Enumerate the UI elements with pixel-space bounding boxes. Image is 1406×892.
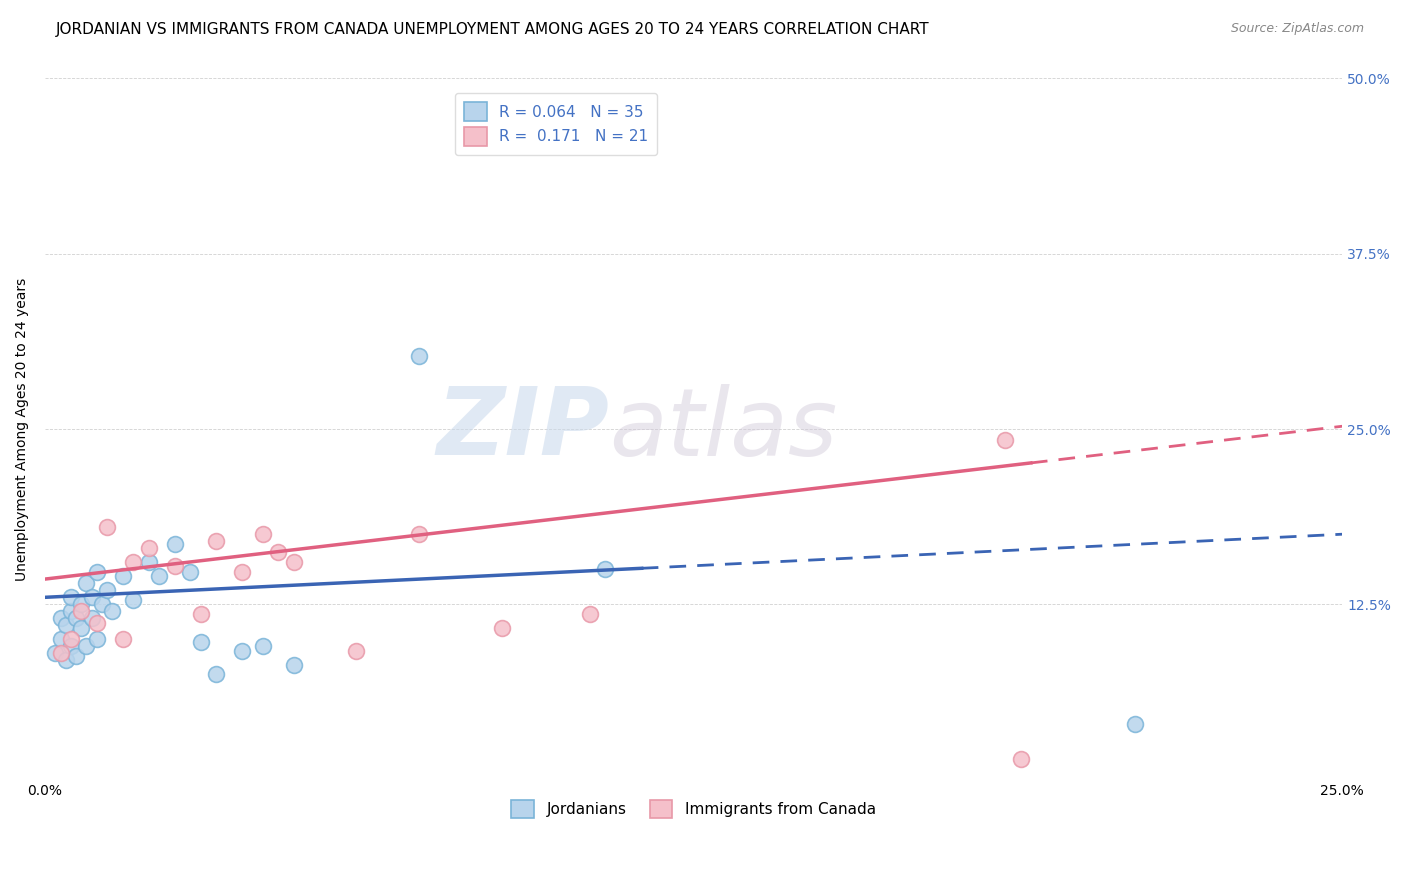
- Point: [283, 657, 305, 672]
- Point: [76, 576, 98, 591]
- Point: [283, 555, 305, 569]
- Point: [190, 607, 212, 621]
- Legend: Jordanians, Immigrants from Canada: Jordanians, Immigrants from Canada: [505, 794, 882, 824]
- Point: [70, 604, 93, 618]
- Point: [49, 632, 72, 647]
- Point: [86, 632, 108, 647]
- Text: Source: ZipAtlas.com: Source: ZipAtlas.com: [1230, 22, 1364, 36]
- Point: [55, 653, 77, 667]
- Point: [122, 555, 145, 569]
- Point: [579, 607, 602, 621]
- Point: [190, 635, 212, 649]
- Point: [59, 632, 82, 647]
- Text: ZIP: ZIP: [436, 383, 609, 475]
- Point: [344, 643, 367, 657]
- Point: [101, 604, 124, 618]
- Point: [76, 640, 98, 654]
- Point: [163, 559, 186, 574]
- Point: [148, 569, 170, 583]
- Point: [179, 565, 201, 579]
- Point: [595, 562, 617, 576]
- Point: [491, 621, 513, 635]
- Point: [49, 647, 72, 661]
- Point: [96, 583, 118, 598]
- Text: JORDANIAN VS IMMIGRANTS FROM CANADA UNEMPLOYMENT AMONG AGES 20 TO 24 YEARS CORRE: JORDANIAN VS IMMIGRANTS FROM CANADA UNEM…: [56, 22, 929, 37]
- Point: [55, 618, 77, 632]
- Point: [163, 537, 186, 551]
- Point: [111, 632, 134, 647]
- Point: [65, 649, 87, 664]
- Point: [231, 565, 253, 579]
- Point: [138, 541, 160, 556]
- Point: [231, 643, 253, 657]
- Point: [65, 611, 87, 625]
- Point: [111, 569, 134, 583]
- Point: [86, 615, 108, 630]
- Point: [252, 640, 274, 654]
- Point: [59, 604, 82, 618]
- Point: [44, 647, 66, 661]
- Point: [59, 591, 82, 605]
- Point: [408, 527, 430, 541]
- Point: [91, 597, 114, 611]
- Point: [70, 621, 93, 635]
- Point: [49, 611, 72, 625]
- Point: [122, 593, 145, 607]
- Point: [86, 565, 108, 579]
- Point: [80, 611, 103, 625]
- Point: [1123, 716, 1146, 731]
- Point: [96, 520, 118, 534]
- Point: [267, 545, 290, 559]
- Point: [994, 434, 1017, 448]
- Point: [80, 591, 103, 605]
- Point: [59, 640, 82, 654]
- Point: [408, 349, 430, 363]
- Point: [138, 555, 160, 569]
- Y-axis label: Unemployment Among Ages 20 to 24 years: Unemployment Among Ages 20 to 24 years: [15, 277, 30, 581]
- Point: [205, 534, 228, 549]
- Text: atlas: atlas: [609, 384, 838, 475]
- Point: [70, 597, 93, 611]
- Point: [1010, 751, 1032, 765]
- Point: [205, 667, 228, 681]
- Point: [252, 527, 274, 541]
